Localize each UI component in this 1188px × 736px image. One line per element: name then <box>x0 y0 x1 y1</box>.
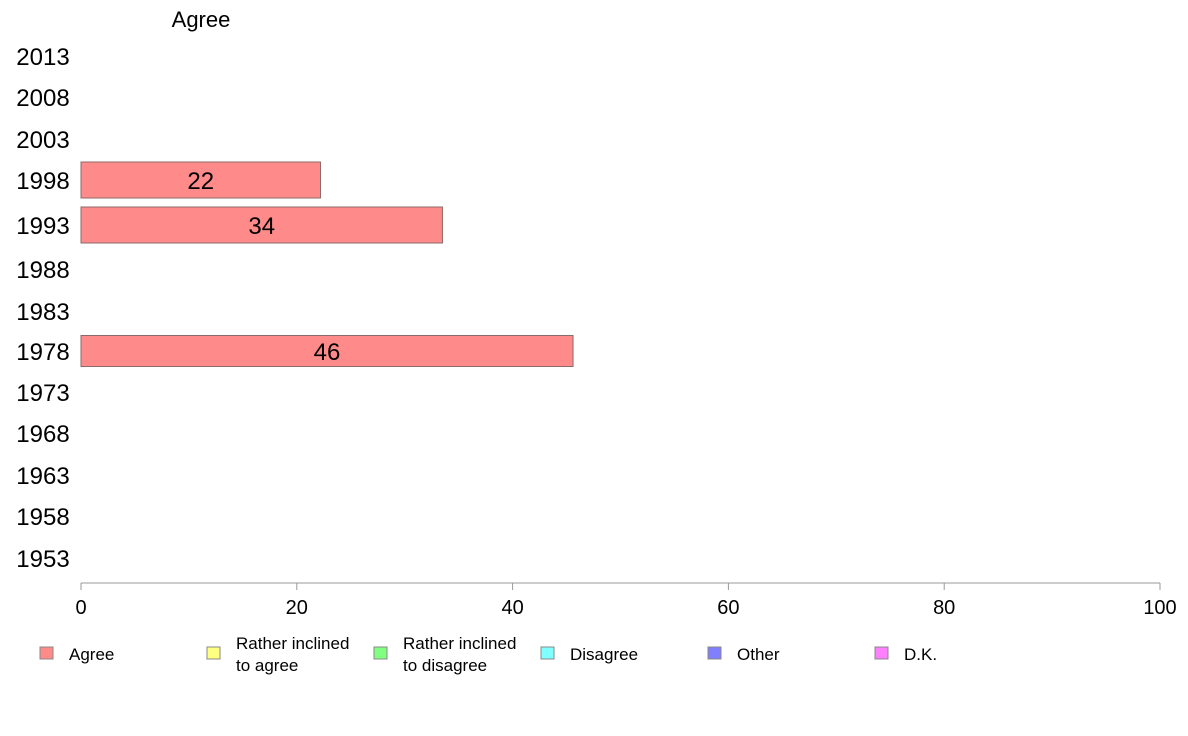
category-label: 2013 <box>16 44 69 71</box>
category-label: 1998 <box>16 168 69 195</box>
category-label: 1968 <box>16 421 69 448</box>
x-tick-label: 100 <box>1143 597 1176 619</box>
legend-label: to agree <box>236 656 298 675</box>
legend-swatch <box>206 646 221 660</box>
bar <box>80 161 322 199</box>
category-label: 1988 <box>16 257 69 284</box>
legend-label: to disagree <box>403 656 487 675</box>
legend-swatch <box>707 646 722 660</box>
category-label: 1993 <box>16 213 69 240</box>
category-label: 1973 <box>16 380 69 407</box>
category-label: 1958 <box>16 504 69 531</box>
category-label: 2003 <box>16 127 69 154</box>
legend-label: Rather inclined <box>403 634 516 653</box>
category-label: 2008 <box>16 85 69 112</box>
category-label: 1953 <box>16 546 69 573</box>
data-label: 34 <box>248 213 275 240</box>
x-tick-label: 0 <box>75 597 86 619</box>
legend-label: Rather inclined <box>236 634 349 653</box>
data-label: 22 <box>187 168 214 195</box>
category-label: 1978 <box>16 339 69 366</box>
bar <box>80 206 443 244</box>
legend-swatch <box>373 646 388 660</box>
legend-swatch <box>540 646 555 660</box>
legend-swatch <box>874 646 889 660</box>
bar <box>80 335 574 367</box>
data-label: 46 <box>314 339 341 366</box>
legend-swatch <box>39 646 54 660</box>
x-tick-label: 80 <box>933 597 955 619</box>
category-label: 1963 <box>16 463 69 490</box>
legend-label: Disagree <box>570 645 638 664</box>
legend-label: Agree <box>69 645 114 664</box>
column-header: Agree <box>172 7 231 32</box>
legend-label: D.K. <box>904 645 937 664</box>
legend-label: Other <box>737 645 780 664</box>
x-tick-label: 20 <box>286 597 308 619</box>
category-label: 1983 <box>16 299 69 326</box>
x-tick-label: 60 <box>717 597 739 619</box>
x-tick-label: 40 <box>501 597 523 619</box>
